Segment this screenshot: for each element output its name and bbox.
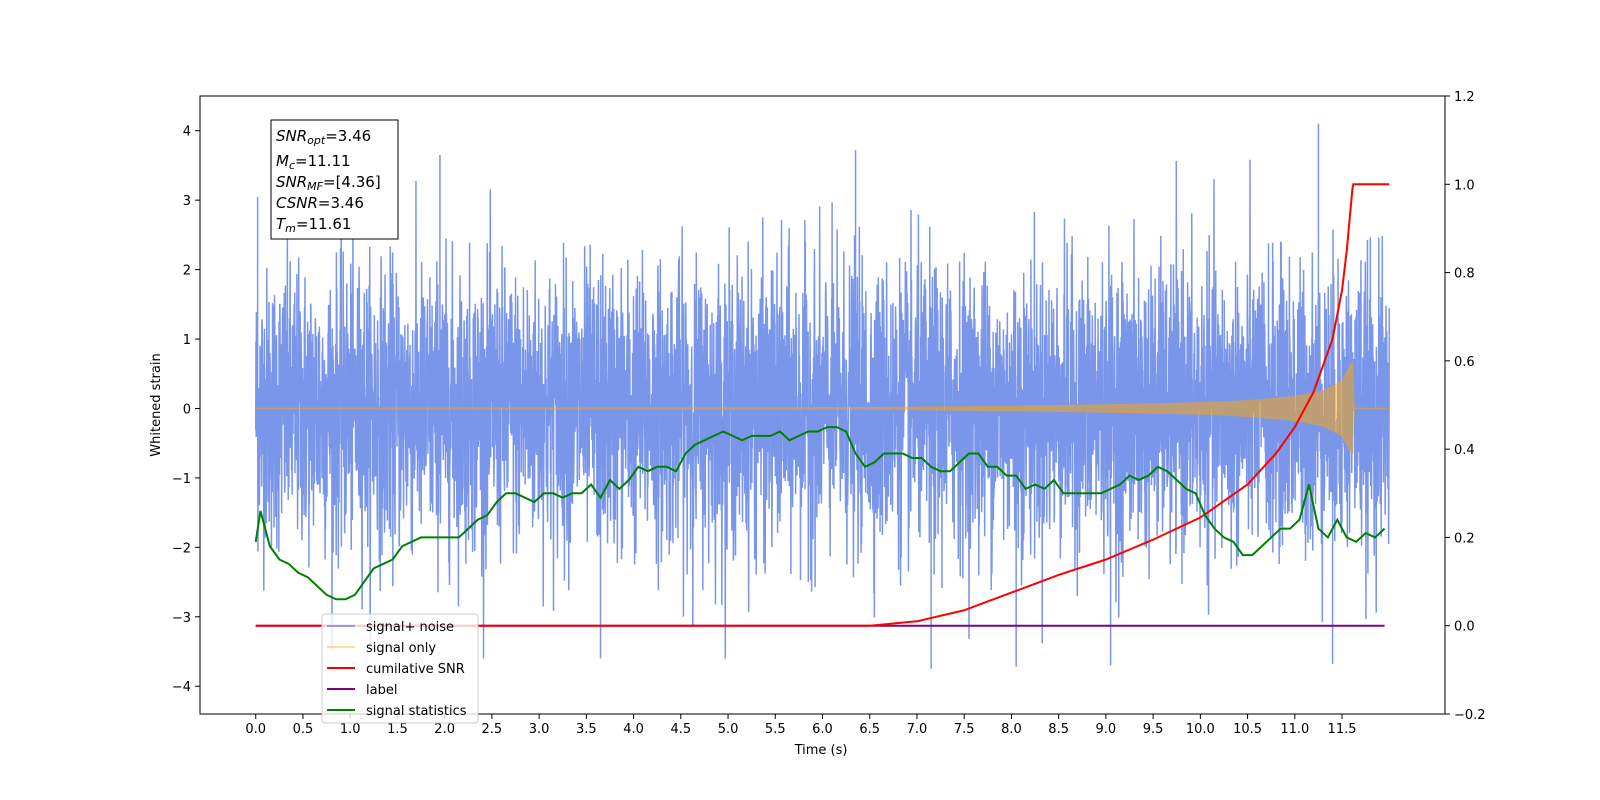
annotation-line: SNRMF=[4.36]	[276, 173, 381, 193]
y-tick-label: 3	[183, 194, 191, 209]
legend-entry: label	[366, 683, 397, 698]
x-axis-label: Time (s)	[794, 743, 848, 758]
legend-entry: signal statistics	[366, 704, 467, 719]
annotation-line: CSNR=3.46	[276, 194, 364, 212]
x-tick-label: 5.0	[718, 722, 739, 737]
y2-axis: 1.2 1.0 0.8 0.6 0.4 0.2 0.0 −0.2	[1445, 90, 1486, 723]
y2-tick-label: 0.4	[1454, 443, 1475, 458]
x-tick-label: 11.0	[1280, 722, 1309, 737]
x-tick-label: 6.0	[812, 722, 833, 737]
y-tick-label: −3	[172, 611, 191, 626]
annotation-box: SNRopt=3.46 Mc=11.11SNRMF=[4.36]CSNR=3.46…	[270, 119, 399, 240]
legend: signal+ noise signal only cumilative SNR la…	[321, 613, 479, 724]
plot-area	[254, 123, 1391, 669]
y-tick-label: −2	[172, 541, 191, 556]
y2-tick-label: −0.2	[1454, 708, 1486, 723]
x-tick-label: 1.0	[340, 722, 361, 737]
y2-tick-label: 0.6	[1454, 355, 1475, 370]
x-axis: 0.0 0.5 1.0 1.5 2.0 2.5 3.0 3.5 4.0 4.5 5.0 5.5 6.0 6…	[245, 714, 1357, 737]
y-tick-label: 2	[183, 264, 191, 279]
x-tick-label: 0.5	[293, 722, 314, 737]
x-tick-label: 5.5	[765, 722, 786, 737]
x-tick-label: 11.5	[1328, 722, 1357, 737]
x-tick-label: 2.5	[482, 722, 503, 737]
series-cumilative-snr-line	[255, 183, 1390, 627]
x-tick-label: 4.5	[670, 722, 691, 737]
y2-tick-label: 1.2	[1454, 90, 1475, 105]
y-tick-label: −1	[172, 472, 191, 487]
x-tick-label: 0.0	[245, 722, 266, 737]
x-tick-label: 10.0	[1186, 722, 1215, 737]
x-tick-label: 2.0	[434, 722, 455, 737]
annotation-frame	[270, 119, 399, 240]
legend-entry: signal+ noise	[366, 620, 454, 635]
x-tick-label: 1.5	[387, 722, 408, 737]
y-tick-label: 4	[183, 125, 191, 140]
y2-tick-label: 0.2	[1454, 531, 1475, 546]
legend-entry: cumilative SNR	[366, 662, 465, 677]
annotation-line: SNRopt=3.46	[276, 127, 371, 147]
x-tick-label: 3.0	[529, 722, 550, 737]
legend-entry: signal only	[366, 641, 436, 656]
x-tick-label: 8.0	[1001, 722, 1022, 737]
x-tick-label: 7.5	[954, 722, 975, 737]
x-tick-label: 6.5	[859, 722, 880, 737]
y-tick-label: −4	[172, 680, 191, 695]
x-tick-label: 9.0	[1096, 722, 1117, 737]
y-tick-label: 0	[183, 402, 191, 417]
annotation-line: Tm=11.61	[276, 215, 351, 235]
y2-tick-label: 0.8	[1454, 267, 1475, 282]
x-tick-label: 3.5	[576, 722, 597, 737]
y-axis: 4 3 2 1 0 −1 −2 −3 −4	[172, 125, 200, 695]
x-tick-label: 9.5	[1143, 722, 1164, 737]
y2-tick-label: 0.0	[1454, 620, 1475, 635]
y2-tick-label: 1.0	[1454, 178, 1475, 193]
x-tick-label: 10.5	[1233, 722, 1262, 737]
y-axis-label: Whitened strain	[149, 353, 164, 456]
x-tick-label: 4.0	[623, 722, 644, 737]
series-signal-only-line	[254, 361, 1390, 456]
annotation-line: Mc=11.11	[276, 152, 351, 172]
y-tick-label: 1	[183, 333, 191, 348]
legend-frame	[321, 613, 479, 724]
series-signal-statistics-line	[254, 426, 1386, 601]
x-tick-label: 8.5	[1048, 722, 1069, 737]
x-tick-label: 7.0	[907, 722, 928, 737]
